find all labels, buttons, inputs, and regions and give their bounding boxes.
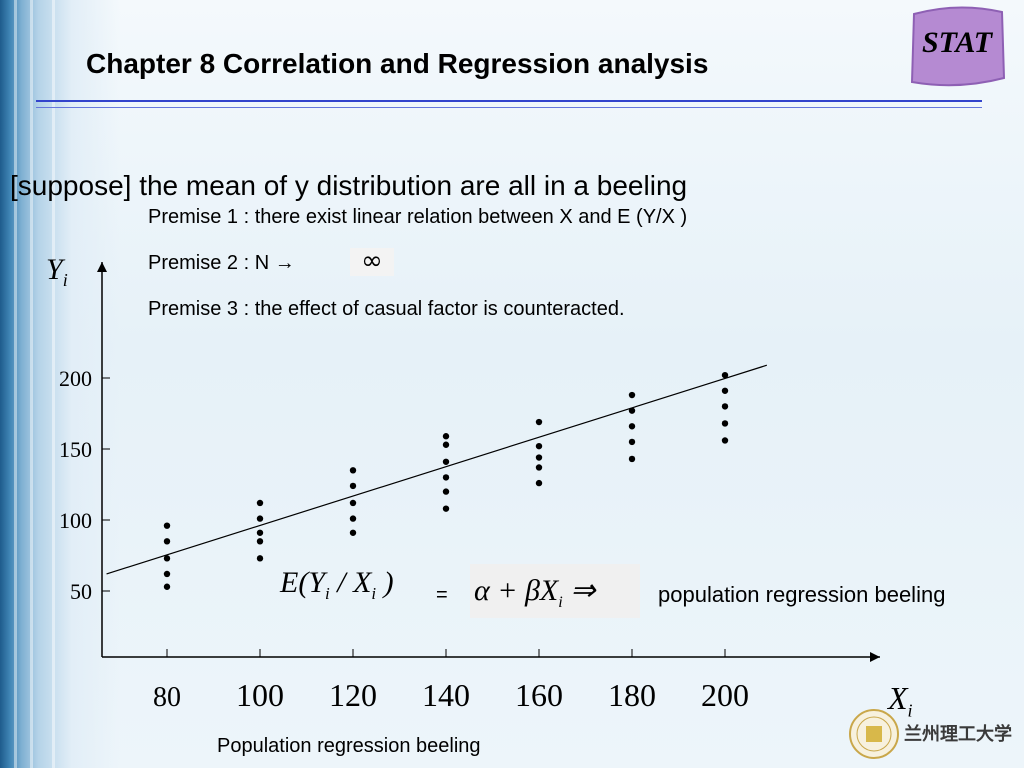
data-point	[163, 555, 171, 562]
band-stripe	[52, 0, 55, 768]
data-point	[256, 499, 264, 507]
data-point	[535, 418, 543, 426]
data-point	[721, 403, 729, 410]
data-point	[163, 522, 171, 529]
data-point	[349, 499, 357, 507]
data-point	[628, 407, 636, 414]
eq-lhs-sub: i	[371, 584, 377, 603]
x-tick-label: 200	[701, 677, 749, 713]
y-tick-label: 200	[59, 366, 92, 391]
x-tick-label: 140	[422, 677, 470, 713]
y-tick-label: 100	[59, 508, 92, 533]
x-tick-label: 180	[608, 677, 656, 713]
x-tick-label: 160	[515, 677, 563, 713]
implies-arrow: ⇒	[562, 574, 596, 607]
x-axis-label: Xi	[888, 680, 913, 721]
chart-caption: Population regression beeling	[217, 735, 481, 757]
data-point	[628, 455, 636, 463]
eq-lhs-part: )	[376, 566, 394, 599]
data-point	[721, 420, 729, 427]
data-point	[442, 458, 450, 465]
slide-heading: [suppose] the mean of y distribution are…	[10, 170, 688, 201]
data-point	[628, 423, 636, 430]
data-point	[721, 437, 729, 444]
x-axis-label-text: X	[888, 680, 908, 716]
premise-3: Premise 3 : the effect of casual factor …	[148, 298, 625, 320]
data-point	[442, 474, 450, 481]
stat-badge-shape	[910, 6, 1006, 87]
data-point	[535, 464, 543, 471]
y-tick-label: 50	[70, 579, 92, 604]
band-stripe	[30, 0, 33, 768]
equals-sign: =	[436, 584, 448, 606]
band-stripe	[14, 0, 17, 768]
regression-equation-lhs: E(Yi / Xi )	[280, 566, 394, 604]
data-point	[349, 467, 357, 474]
population-regression-label: population regression beeling	[658, 582, 946, 607]
x-tick-label: 100	[236, 677, 284, 713]
data-point	[721, 387, 729, 394]
slide-title: Chapter 8 Correlation and Regression ana…	[86, 48, 709, 79]
eq-lhs-part: E(Y	[280, 566, 325, 599]
data-point	[721, 371, 729, 379]
university-logo: 兰州理工大学	[849, 709, 1012, 759]
title-rule	[36, 100, 982, 102]
data-point	[349, 515, 357, 522]
premise-1: Premise 1 : there exist linear relation …	[148, 206, 688, 228]
infinity-symbol: ∞	[350, 248, 394, 276]
eq-lhs-part: / X	[329, 566, 372, 599]
y-axis-label-sub: i	[62, 270, 68, 290]
data-point	[256, 555, 264, 562]
data-point	[442, 433, 450, 440]
left-decorative-band	[0, 0, 120, 768]
y-tick-label: 150	[59, 437, 92, 462]
data-point	[256, 529, 264, 536]
regression-line	[106, 364, 768, 575]
x-axis-arrow	[870, 652, 880, 662]
stat-badge-text: STAT	[922, 26, 993, 59]
data-point	[535, 479, 543, 487]
data-point	[256, 538, 264, 545]
eq-rhs-part: α + βX	[474, 574, 559, 607]
data-point	[163, 583, 171, 590]
y-axis-label: Yi	[46, 253, 68, 291]
regression-equation-rhs: α + βXi ⇒	[470, 564, 640, 618]
data-point	[628, 391, 636, 399]
x-tick-label: 80	[153, 682, 181, 713]
premise-2: Premise 2 : N →	[148, 252, 295, 274]
x-axis-label-sub: i	[907, 700, 913, 721]
eq-rhs-sub: i	[558, 594, 563, 611]
y-axis-arrow	[97, 262, 107, 272]
data-point	[628, 438, 636, 446]
university-logo-text: 兰州理工大学	[904, 723, 1012, 745]
data-point	[163, 570, 171, 578]
data-point	[349, 482, 357, 490]
x-tick-label: 120	[329, 677, 377, 713]
data-point	[535, 454, 543, 461]
data-point	[163, 538, 171, 545]
eq-lhs-sub: i	[325, 584, 330, 603]
data-point	[442, 505, 450, 512]
data-point	[535, 442, 543, 450]
data-point	[256, 515, 264, 522]
data-point	[442, 441, 450, 448]
data-point	[349, 529, 357, 536]
y-axis-label-text: Y	[46, 253, 63, 286]
data-point	[442, 488, 450, 495]
title-rule-thin	[36, 107, 982, 108]
